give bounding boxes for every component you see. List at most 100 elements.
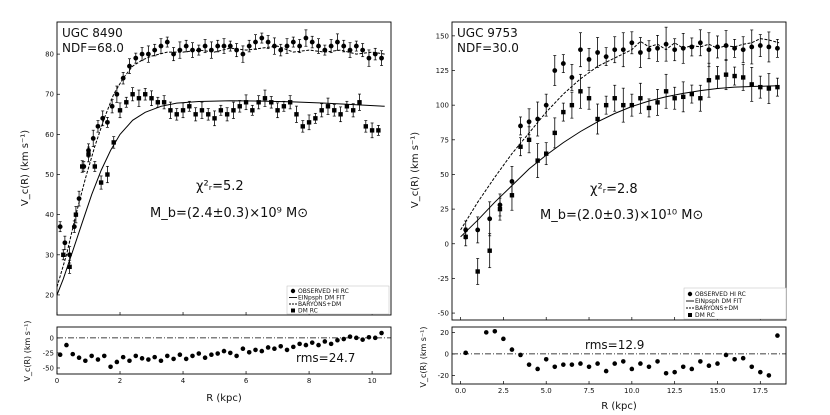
right-residual-point (723, 352, 729, 358)
right-observed-point (775, 45, 780, 51)
right-dm-point (629, 102, 635, 108)
right-y-tick-label: 125 (436, 67, 449, 75)
left-observed-point (221, 43, 227, 49)
left-resid-y-tick-label: -25 (43, 349, 54, 357)
left-legend: OBSERVED HI RC EINpsph DM FIT BARYONS+DM… (286, 285, 390, 315)
right-residual-point (552, 364, 558, 370)
left-dm-point (218, 108, 224, 113)
right-y-tick-label: 50 (440, 171, 449, 179)
right-residual-point (535, 366, 540, 372)
left-dm-point (143, 92, 148, 97)
right-observed-point (680, 45, 686, 51)
left-dm-point (306, 120, 312, 125)
right-dm-point (766, 86, 772, 91)
right-residual-y-axis-label: V_c(R) (km s⁻¹) (419, 326, 428, 387)
right-observed-point (560, 61, 566, 66)
right-residual-point (483, 330, 489, 335)
left-dm-point (180, 108, 186, 113)
right-residual-point (595, 361, 600, 366)
right-dm-point (706, 78, 712, 83)
right-dm-point (535, 158, 540, 163)
right-residual-point (732, 356, 737, 362)
right-residual-point (689, 366, 695, 372)
left-observed-point (95, 123, 101, 129)
left-dm-point (262, 96, 268, 101)
right-observed-point (552, 68, 558, 73)
left-legend-marker-observed (290, 288, 296, 294)
left-residual-point (291, 344, 296, 350)
right-x-tick-label: 5.0 (541, 387, 552, 395)
left-observed-point (259, 35, 265, 41)
left-dm-point (92, 164, 98, 169)
left-residual-point (284, 347, 290, 353)
left-observed-point (105, 119, 110, 125)
left-y-tick-label: 60 (45, 131, 54, 139)
right-dm-point (603, 102, 609, 108)
left-dm-point (357, 100, 362, 105)
right-legend-dm: DM RC (695, 312, 715, 319)
left-x-tick-label: 0 (55, 377, 59, 385)
right-x-tick-label: 2.5 (498, 387, 509, 395)
right-chi2-annotation: χ²ᵣ=2.8 (590, 182, 638, 197)
right-residual-point (586, 364, 592, 370)
right-legend-observed: OBSERVED HI RC (695, 291, 746, 298)
left-observed-point (265, 39, 271, 45)
left-panel: 20 30 40 50 60 70 80 0 2 4 6 8 10 -50 -25 0 UGC 8490 N… (20, 21, 392, 404)
right-dm-point (569, 102, 575, 108)
right-residual-point (612, 361, 618, 366)
left-residual-point (70, 351, 76, 357)
right-observed-point (689, 44, 695, 50)
left-dm-point (275, 108, 280, 113)
right-dm-point (518, 144, 523, 149)
left-observed-point (208, 47, 214, 53)
right-x-tick-label: 10.0 (624, 387, 640, 395)
left-residual-point (171, 356, 176, 362)
left-observed-point (133, 55, 139, 61)
right-dm-point (526, 137, 532, 143)
right-residual-point (543, 356, 549, 362)
left-y-tick-label: 20 (45, 291, 54, 299)
right-residual-point (578, 361, 583, 366)
right-residual-point (509, 347, 515, 352)
left-residual-point (303, 342, 309, 348)
right-x-tick-label: 15.0 (710, 387, 726, 395)
left-residual-point (190, 353, 195, 359)
right-dm-point (758, 84, 763, 90)
right-residual-point (638, 361, 643, 366)
right-observed-point (595, 50, 600, 55)
left-observed-point (341, 43, 347, 49)
right-dm-point (463, 234, 468, 240)
left-dm-point (237, 104, 242, 109)
right-residual-point (680, 364, 686, 370)
left-dm-point (287, 100, 293, 105)
right-observed-point (740, 47, 746, 53)
left-dm-point (105, 172, 110, 177)
left-residual-point (133, 353, 139, 359)
right-y-tick-label: 100 (436, 102, 449, 110)
left-residual-point (215, 351, 220, 356)
left-observed-point (152, 47, 158, 53)
left-residual-axes-frame (56, 326, 392, 375)
left-observed-point (183, 43, 189, 49)
left-rms-label: rms=24.7 (296, 351, 355, 365)
left-observed-point (316, 43, 321, 49)
left-legend-fit: EINpsph DM FIT (298, 295, 345, 302)
left-observed-point (164, 39, 170, 45)
left-observed-point (215, 43, 221, 49)
left-residual-point (354, 335, 359, 341)
left-dm-point (231, 108, 236, 113)
right-legend-marker-observed (687, 291, 693, 297)
right-dm-point (544, 151, 549, 156)
right-residual-point (698, 359, 703, 364)
right-main-axes-frame (451, 21, 787, 321)
right-y-tick-label: 150 (436, 32, 449, 40)
right-dm-point (732, 73, 737, 79)
left-residual-point (322, 339, 328, 344)
right-residual-point (518, 352, 523, 358)
right-residual-point (501, 336, 506, 342)
left-residual-point (341, 336, 347, 342)
left-residual-point (57, 352, 63, 358)
left-residual-point (202, 355, 208, 361)
left-residual-point (146, 357, 151, 362)
